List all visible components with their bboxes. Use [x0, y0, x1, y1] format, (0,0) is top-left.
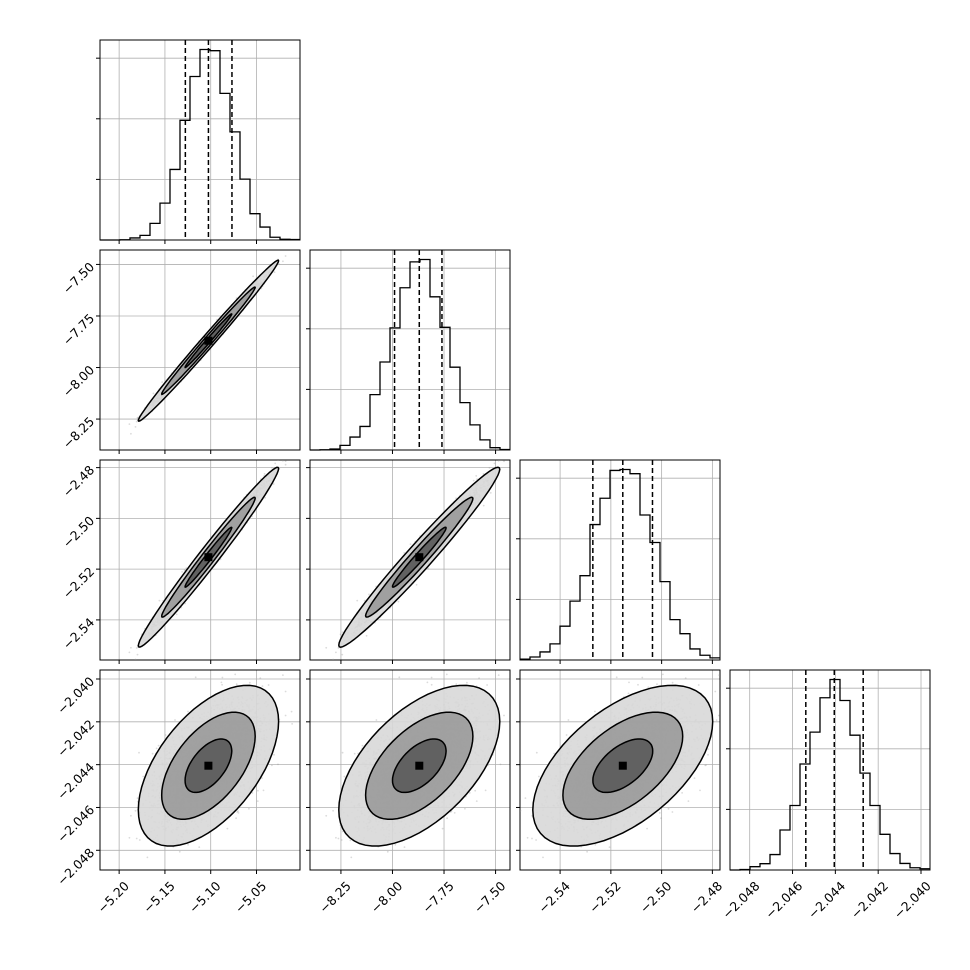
histogram-panel-1 — [96, 39, 301, 244]
scatter-points — [128, 255, 287, 435]
y-tick-label-param-3: −2.52 — [60, 564, 98, 602]
histogram-panel-2-frame — [309, 249, 511, 451]
y-tick-label-param-2: −7.75 — [60, 311, 98, 349]
y-tick-label-param-4: −2.048 — [54, 845, 97, 888]
scatter-points — [325, 460, 505, 660]
y-tick-label-param-3: −2.50 — [60, 513, 98, 551]
y-tick-label-param-3: −2.54 — [60, 615, 98, 653]
density-peak-marker — [618, 761, 627, 770]
x-tick-label-param-1: −5.10 — [186, 878, 224, 916]
scatter-points — [520, 673, 720, 859]
y-tick-label-param-4: −2.044 — [54, 759, 97, 802]
x-tick-label-param-4: −2.044 — [805, 878, 848, 921]
histogram-step-line — [310, 258, 510, 451]
scatter-points — [128, 460, 287, 660]
density-peak-marker — [415, 553, 424, 562]
density-peak-marker — [204, 336, 213, 345]
scatter-panel-3-1-frame — [99, 459, 301, 661]
x-tick-label-param-3: −2.50 — [637, 878, 675, 916]
histogram-step-line — [100, 48, 300, 241]
x-tick-label-param-2: −7.50 — [471, 878, 509, 916]
histogram-panel-3-frame — [519, 459, 721, 661]
y-tick-label-param-2: −8.00 — [60, 362, 98, 400]
scatter-panel-4-3-frame — [519, 669, 721, 871]
y-tick-label-param-3: −2.48 — [60, 462, 98, 500]
scatter-points — [325, 673, 505, 859]
scatter-panel-2-1-frame — [99, 249, 301, 451]
histogram-panel-4 — [726, 669, 931, 874]
histogram-panel-1-frame — [99, 39, 301, 241]
scatter-panel-4-1-frame — [99, 669, 301, 871]
y-tick-label-param-2: −8.25 — [60, 414, 98, 452]
histogram-panel-2 — [306, 249, 511, 454]
x-tick-label-param-4: −2.042 — [848, 878, 891, 921]
x-tick-label-param-1: −5.20 — [94, 878, 132, 916]
histogram-panel-4-frame — [729, 669, 931, 871]
scatter-panel-4-2-frame — [309, 669, 511, 871]
x-tick-label-param-3: −2.54 — [535, 878, 573, 916]
scatter-panel-4-1 — [96, 669, 301, 874]
histogram-panel-3 — [516, 459, 721, 664]
x-tick-label-param-4: −2.040 — [891, 878, 934, 921]
x-tick-label-param-4: −2.046 — [762, 878, 805, 921]
x-tick-label-param-2: −8.25 — [316, 878, 354, 916]
x-tick-label-param-2: −7.75 — [419, 878, 457, 916]
y-tick-label-param-2: −7.50 — [60, 259, 98, 297]
y-tick-label-param-4: −2.040 — [54, 674, 97, 717]
density-peak-marker — [204, 553, 213, 562]
scatter-points — [128, 673, 293, 859]
scatter-panel-4-2 — [306, 669, 511, 874]
x-tick-label-param-3: −2.52 — [586, 878, 624, 916]
x-tick-label-param-1: −5.15 — [140, 878, 178, 916]
y-tick-label-param-4: −2.042 — [54, 717, 97, 760]
y-tick-label-param-4: −2.046 — [54, 802, 97, 845]
histogram-step-line — [520, 468, 720, 660]
scatter-panel-2-1 — [96, 249, 301, 454]
scatter-panel-3-2 — [306, 459, 511, 664]
x-tick-label-param-1: −5.05 — [232, 878, 270, 916]
scatter-panel-3-1 — [96, 459, 301, 664]
density-peak-marker — [204, 761, 213, 770]
x-tick-label-param-4: −2.048 — [719, 878, 762, 921]
corner-plot-panels: −8.25 −8.00 −7.75 −7.50 −2.54 −2.52 −2.50 −2.48… — [54, 39, 934, 922]
scatter-panel-4-3 — [516, 669, 721, 874]
density-peak-marker — [415, 761, 424, 770]
scatter-panel-3-2-frame — [309, 459, 511, 661]
histogram-step-line — [730, 678, 930, 871]
x-tick-label-param-2: −8.00 — [368, 878, 406, 916]
